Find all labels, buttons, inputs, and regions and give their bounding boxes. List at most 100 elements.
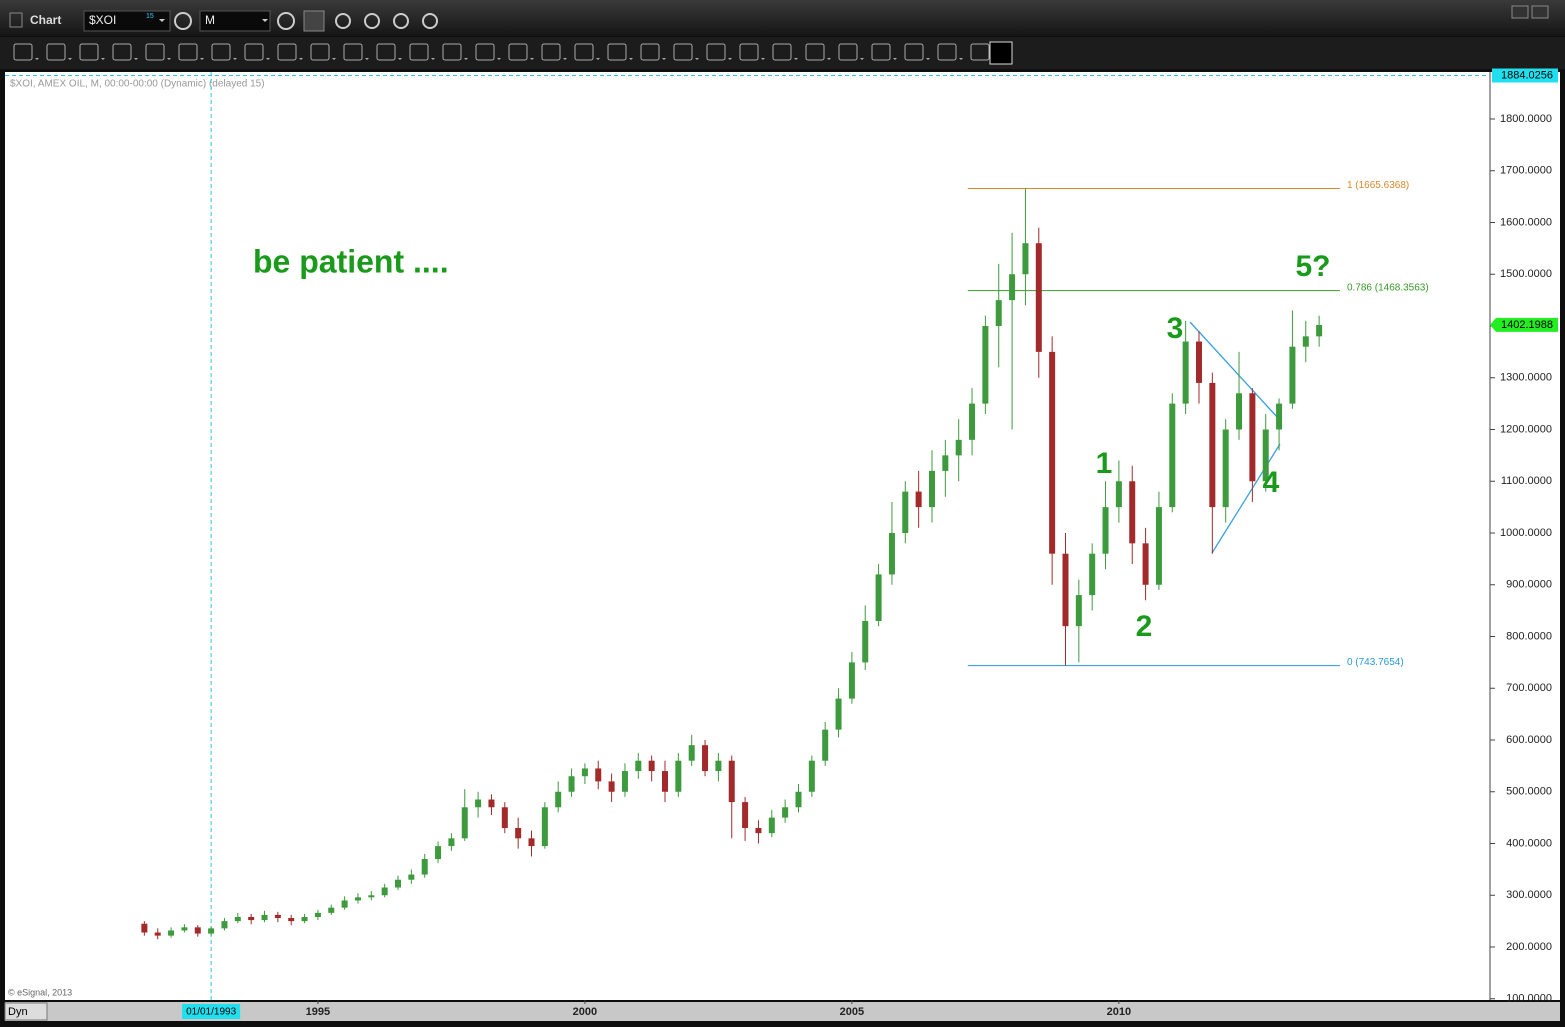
tool-button[interactable]	[13, 43, 33, 61]
tool-button[interactable]	[541, 43, 561, 61]
tool-button[interactable]	[640, 43, 660, 61]
tool-button[interactable]	[79, 43, 99, 61]
candle-body	[581, 768, 588, 777]
wave-label: 3	[1167, 312, 1184, 345]
dropdown-arrow[interactable]	[159, 19, 165, 22]
y-tick-label: 1200.0000	[1500, 423, 1552, 435]
link-button[interactable]	[422, 13, 438, 29]
trend-line	[1189, 321, 1279, 419]
tool-button[interactable]	[772, 43, 792, 61]
candle-body	[154, 932, 161, 936]
fib-label: 0 (743.7654)	[1347, 657, 1404, 668]
y-tick-label: 1500.0000	[1500, 268, 1552, 280]
tool-button[interactable]	[673, 43, 693, 61]
tool-button[interactable]	[937, 43, 957, 61]
tool-button[interactable]	[277, 43, 297, 61]
candle-body	[608, 781, 615, 792]
close-button[interactable]	[1531, 5, 1549, 19]
candle-body	[862, 620, 869, 663]
last-price-flag	[1490, 317, 1558, 332]
status: Dyn	[8, 1006, 28, 1018]
tool-button[interactable]	[442, 43, 462, 61]
restore-button[interactable]	[1511, 5, 1529, 19]
candle-body	[475, 799, 482, 808]
tool-button[interactable]	[739, 43, 759, 61]
tool-button[interactable]	[310, 43, 330, 61]
candle-body	[1169, 403, 1176, 508]
dropdown-arrow[interactable]	[262, 19, 268, 22]
tool-button[interactable]	[211, 43, 231, 61]
candle-body	[1209, 382, 1216, 508]
magnet-button[interactable]	[989, 41, 1013, 65]
window-title: Chart	[30, 13, 61, 27]
tool-arrow	[233, 58, 237, 60]
time-button[interactable]	[277, 12, 295, 30]
candle-body	[1075, 595, 1082, 627]
candle-body	[381, 887, 388, 896]
play-button[interactable]	[364, 13, 380, 29]
tool-button[interactable]	[607, 43, 627, 61]
tool-button[interactable]	[970, 43, 990, 61]
tool-button[interactable]	[904, 43, 924, 61]
y-tick-label: 1700.0000	[1500, 165, 1552, 177]
tool-arrow	[695, 58, 699, 60]
candle-body	[1316, 324, 1323, 337]
tool-button[interactable]	[475, 43, 495, 61]
candle-body	[848, 662, 855, 699]
tool-button[interactable]	[508, 43, 528, 61]
tool-button[interactable]	[805, 43, 825, 61]
tool-arrow	[299, 58, 303, 60]
settings-button[interactable]	[174, 12, 192, 30]
tool-arrow	[35, 58, 39, 60]
tool-button[interactable]	[838, 43, 858, 61]
tool-button[interactable]	[145, 43, 165, 61]
interval-input[interactable]	[199, 10, 271, 32]
symbol-input[interactable]	[83, 10, 171, 32]
tool-arrow	[728, 58, 732, 60]
tool-arrow	[431, 58, 435, 60]
tool-arrow	[101, 58, 105, 60]
tool-button[interactable]	[574, 43, 594, 61]
candle-body	[1302, 336, 1309, 347]
candle-body	[955, 439, 962, 456]
drawing-toolbar	[0, 37, 1565, 69]
tool-arrow	[266, 58, 270, 60]
y-tick-label: 200.0000	[1506, 941, 1552, 953]
candle-body	[314, 912, 321, 917]
status-box	[4, 1002, 48, 1021]
refresh-button[interactable]	[335, 13, 351, 29]
tool-button[interactable]	[376, 43, 396, 61]
symbol-badge: 15	[146, 13, 154, 20]
candle-body	[1249, 393, 1256, 482]
tool-button[interactable]	[343, 43, 363, 61]
tool-button[interactable]	[244, 43, 264, 61]
candle-body	[541, 807, 548, 847]
draw-button[interactable]	[303, 10, 325, 32]
candle-body	[395, 879, 402, 888]
symbol: $XOI	[89, 13, 116, 27]
candle-body	[888, 532, 895, 575]
x-tick-label: 1995	[306, 1006, 330, 1018]
copyright: © eSignal, 2013	[8, 987, 72, 997]
tool-button[interactable]	[178, 43, 198, 61]
tool-button[interactable]	[871, 43, 891, 61]
candle-body	[1102, 507, 1109, 554]
candle-body	[621, 771, 628, 792]
candle-body	[328, 907, 335, 913]
candle-body	[1222, 429, 1229, 508]
tool-button[interactable]	[706, 43, 726, 61]
tool-arrow	[530, 58, 534, 60]
candle-body	[1182, 341, 1189, 404]
candle-body	[1089, 553, 1096, 596]
candle-body	[408, 874, 415, 880]
candle-body	[1115, 481, 1122, 508]
tool-button[interactable]	[409, 43, 429, 61]
wave-label: 1	[1096, 447, 1113, 480]
alert-button[interactable]	[393, 13, 409, 29]
candle-body	[755, 827, 762, 834]
tool-button[interactable]	[112, 43, 132, 61]
candle-body	[688, 745, 695, 761]
tool-button[interactable]	[46, 43, 66, 61]
